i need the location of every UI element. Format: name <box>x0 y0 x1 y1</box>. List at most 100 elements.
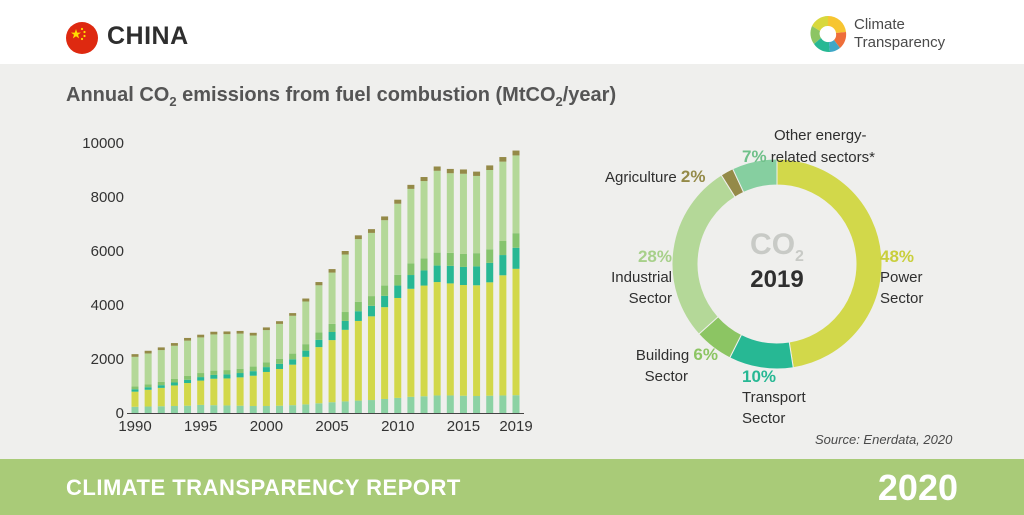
bar-segment-transport <box>144 387 152 390</box>
bar-segment-industrial <box>184 340 192 377</box>
bar-segment-transport <box>459 266 467 286</box>
bar-segment-other <box>197 373 205 378</box>
bar-segment-building <box>262 405 270 413</box>
title-part-3: emissions from fuel combustion (MtCO <box>176 84 556 106</box>
bar-segment-other <box>157 381 165 386</box>
bar-segment-transport <box>131 389 139 392</box>
logo-wordmark: Climate Transparency <box>854 16 945 52</box>
label-industrial: 28% Industrial Sector <box>602 246 672 309</box>
bar-segment-power <box>144 389 152 407</box>
bar-segment-industrial <box>249 335 257 367</box>
bar-segment-other <box>262 362 270 368</box>
bar-segment-other <box>236 368 244 374</box>
bar-segment-power <box>512 268 520 396</box>
bar-segment-building <box>328 402 336 413</box>
bar-segment-agriculture <box>289 313 297 316</box>
bar-segment-agriculture <box>512 150 520 156</box>
bar-segment-agriculture <box>354 235 362 240</box>
bar-segment-agriculture <box>276 321 284 324</box>
y-tick-label: 4000 <box>91 297 124 314</box>
y-tick-label: 10000 <box>82 135 124 152</box>
bar-segment-other <box>433 252 441 266</box>
bar-segment-agriculture <box>302 298 310 302</box>
donut-center-co: CO <box>750 228 796 261</box>
y-tick-label: 8000 <box>91 189 124 206</box>
bar-segment-industrial <box>131 356 139 387</box>
bar-segment-building <box>433 395 441 413</box>
bar-segment-agriculture <box>223 331 231 335</box>
x-tick-label: 2019 <box>499 418 532 435</box>
bar-segment-industrial <box>315 285 323 333</box>
label-agriculture: Agriculture 2% <box>605 166 705 188</box>
building-name-2: Sector <box>644 368 688 385</box>
bar-segment-building <box>315 403 323 413</box>
bar-segment-transport <box>223 374 231 379</box>
label-transport: 10% Transport Sector <box>742 366 806 429</box>
donut-center-label: CO2 <box>732 228 822 266</box>
bar-segment-other <box>249 366 257 372</box>
bar-segment-industrial <box>486 170 494 250</box>
bar-segment-transport <box>512 247 520 269</box>
bar-segment-power <box>223 378 231 406</box>
bar-segment-building <box>197 404 205 413</box>
x-tick-label: 2015 <box>447 418 480 435</box>
label-building: Building 6% Sector <box>622 344 718 387</box>
bar-segment-power <box>354 320 362 401</box>
bar-segment-building <box>420 396 428 413</box>
bar-segment-agriculture <box>459 169 467 174</box>
bar-segment-industrial <box>420 181 428 259</box>
other-pct: 7% <box>742 147 767 166</box>
bar-segment-transport <box>328 332 336 341</box>
bar-segment-power <box>341 329 349 402</box>
bar-segment-building <box>170 405 178 413</box>
bar-segment-industrial <box>144 353 152 385</box>
bar-segment-other <box>394 274 402 286</box>
bar-segment-industrial <box>394 203 402 275</box>
bar-segment-building <box>394 397 402 413</box>
bar-segment-transport <box>420 270 428 286</box>
other-name-line-1: Other energy- <box>774 127 867 144</box>
bar-segment-power <box>394 297 402 398</box>
bar-segment-power <box>236 377 244 406</box>
bar-segment-power <box>170 385 178 406</box>
x-tick-label: 2005 <box>315 418 348 435</box>
bar-segment-industrial <box>236 333 244 369</box>
bar-segment-agriculture <box>236 330 244 334</box>
climate-transparency-logo-icon <box>810 15 847 53</box>
bar-segment-building <box>512 395 520 413</box>
china-flag-icon <box>66 22 98 54</box>
bar-segment-other <box>328 323 336 332</box>
agriculture-name: Agriculture <box>605 169 677 186</box>
bar-segment-industrial <box>459 173 467 254</box>
bar-segment-transport <box>354 311 362 321</box>
bar-segment-power <box>157 387 165 407</box>
title-part-5: /year) <box>562 84 617 106</box>
bar-segment-building <box>210 405 218 413</box>
bar-segment-building <box>367 400 375 413</box>
bar-segment-transport <box>197 377 205 381</box>
bar-segment-other <box>170 378 178 383</box>
bar-segment-agriculture <box>367 229 375 233</box>
bar-segment-agriculture <box>446 168 454 174</box>
bar-segment-building <box>499 395 507 413</box>
chart-title: Annual CO2 emissions from fuel combustio… <box>66 84 616 109</box>
bar-segment-agriculture <box>262 327 270 331</box>
bar-segment-building <box>354 400 362 413</box>
bar-segment-agriculture <box>420 177 428 182</box>
bar-segment-transport <box>367 305 375 317</box>
bar-segment-other <box>499 241 507 256</box>
bar-segment-transport <box>473 266 481 286</box>
footer-bar: CLIMATE TRANSPARENCY REPORT 2020 <box>0 459 1024 515</box>
bar-segment-building <box>407 396 415 413</box>
bar-segment-transport <box>276 363 284 369</box>
bar-segment-power <box>315 347 323 404</box>
bar-segment-building <box>473 395 481 413</box>
label-other-sectors: Other energy- 7% related sectors* <box>742 125 875 168</box>
bar-segment-power <box>381 307 389 399</box>
bar-segment-industrial <box>289 315 297 354</box>
bar-segment-industrial <box>512 155 520 234</box>
x-tick-label: 2000 <box>250 418 283 435</box>
bar-segment-transport <box>184 379 192 384</box>
bar-segment-other <box>512 233 520 248</box>
title-part-1: Annual CO <box>66 84 170 106</box>
